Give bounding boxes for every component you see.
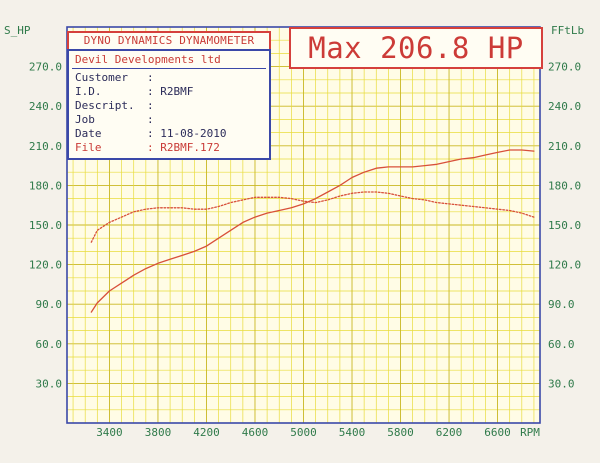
info-divider [72, 68, 266, 69]
y-tick-label-left: 90.0 [36, 298, 63, 311]
info-value: 11-08-2010 [160, 127, 227, 140]
y-tick-label-right: 240.0 [548, 100, 581, 113]
y-tick-label-right: 120.0 [548, 259, 581, 272]
x-tick-label: 5000 [290, 426, 317, 439]
info-row-descript: Descript.: [75, 99, 160, 112]
info-colon: : [147, 127, 161, 140]
info-colon: : [147, 113, 161, 126]
y-tick-label-left: 210.0 [29, 140, 62, 153]
max-power-label: Max 206.8 HP [308, 31, 524, 65]
info-row-job: Job: [75, 113, 160, 126]
y-axis-title-right: FFtLb [551, 24, 584, 37]
info-row-customer: Customer: [75, 71, 160, 84]
axis-ticks: 30.0 60.0 90.0 120.0 150.0 180.0 210.0 240.0 270… [29, 61, 581, 439]
info-label: Customer [75, 71, 128, 84]
info-colon: : [147, 99, 161, 112]
info-label: Date [75, 127, 102, 140]
y-tick-label-left: 60.0 [36, 338, 63, 351]
y-tick-label-right: 270.0 [548, 61, 581, 74]
info-label: I.D. [75, 85, 102, 98]
dyno-title-box: DYNO DYNAMICS DYNAMOMETER [67, 31, 271, 51]
info-row-date: Date: 11-08-2010 [75, 127, 226, 140]
company-name: Devil Developments ltd [75, 53, 221, 66]
y-tick-label-left: 180.0 [29, 179, 62, 192]
y-tick-label-left: 150.0 [29, 219, 62, 232]
info-row-id: I.D.: R2BMF [75, 85, 193, 98]
info-label: Descript. [75, 99, 135, 112]
info-row-file: File: R2BMF.172 [75, 141, 220, 154]
x-tick-label: 3400 [96, 426, 123, 439]
y-tick-label-left: 270.0 [29, 61, 62, 74]
y-tick-label-right: 30.0 [548, 377, 575, 390]
y-tick-label-right: 150.0 [548, 219, 581, 232]
y-tick-label-right: 60.0 [548, 338, 575, 351]
y-tick-label-left: 240.0 [29, 100, 62, 113]
info-colon: : [147, 141, 161, 154]
x-tick-label: 6600 [484, 426, 511, 439]
y-tick-label-left: 120.0 [29, 259, 62, 272]
chart-series [90, 149, 535, 313]
y-tick-label-left: 30.0 [36, 377, 63, 390]
torque-curve [90, 191, 535, 243]
info-colon: : [147, 71, 161, 84]
max-power-box: Max 206.8 HP [289, 27, 543, 69]
run-info-box: Devil Developments ltd Customer: I.D.: R… [67, 49, 271, 160]
info-colon: : [147, 85, 161, 98]
info-value: R2BMF [160, 85, 194, 98]
x-axis-unit-label: RPM [520, 426, 540, 439]
y-tick-label-right: 210.0 [548, 140, 581, 153]
y-tick-label-right: 90.0 [548, 298, 575, 311]
y-tick-label-right: 180.0 [548, 179, 581, 192]
y-axis-title-left: S_HP [4, 24, 31, 37]
info-label: File [75, 141, 102, 154]
x-tick-label: 4600 [242, 426, 269, 439]
x-tick-label: 5400 [339, 426, 366, 439]
info-value: R2BMF.172 [160, 141, 220, 154]
x-tick-label: 4200 [193, 426, 220, 439]
info-label: Job [75, 113, 95, 126]
x-tick-label: 5800 [387, 426, 414, 439]
dyno-title: DYNO DYNAMICS DYNAMOMETER [83, 34, 255, 47]
x-tick-label: 3800 [145, 426, 172, 439]
x-tick-label: 6200 [436, 426, 463, 439]
